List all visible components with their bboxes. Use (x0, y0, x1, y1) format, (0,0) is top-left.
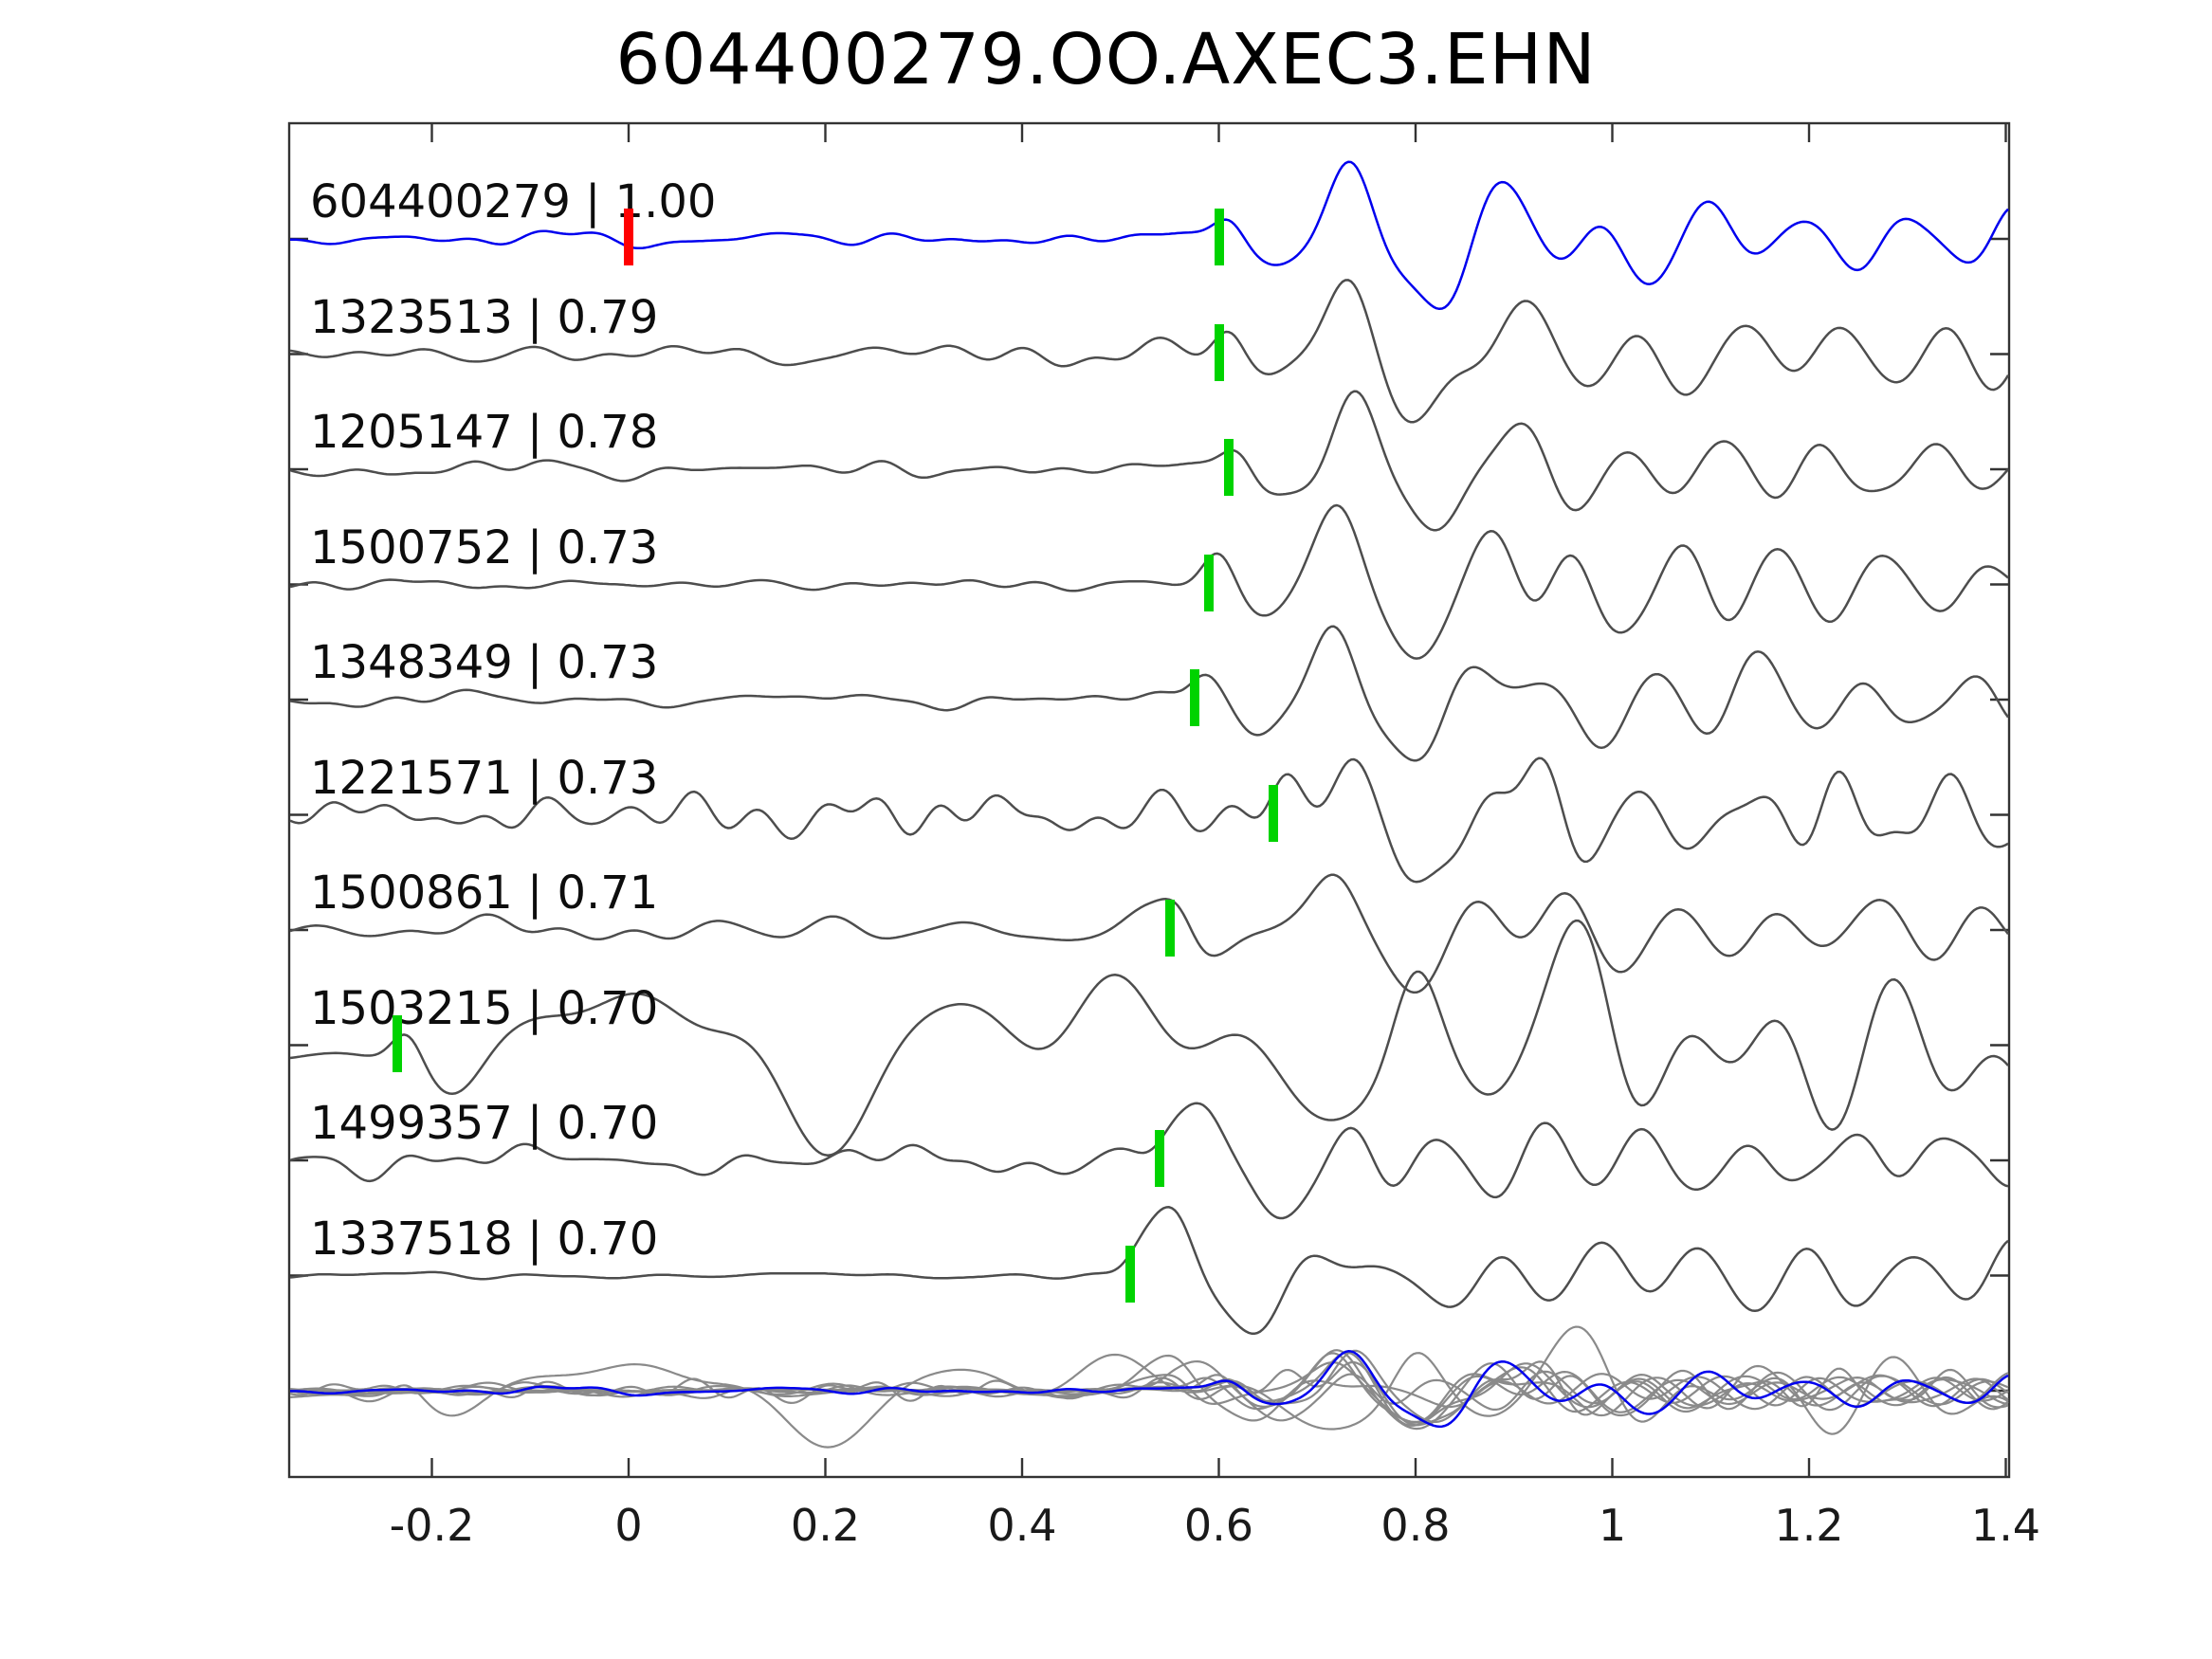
x-tick-label-0.4: 0.4 (987, 1500, 1057, 1551)
pick-marker-1500752 (1204, 554, 1215, 611)
trace-label-1503215: 1503215 | 0.70 (310, 981, 659, 1035)
stack-waveform-template (290, 1350, 2009, 1429)
x-tick-label-1: 1 (1598, 1500, 1627, 1551)
trace-label-1348349: 1348349 | 0.73 (310, 636, 659, 689)
pick-marker-1499357 (1155, 1130, 1165, 1187)
x-tick-label-1.2: 1.2 (1774, 1500, 1844, 1551)
waveform-1499357 (289, 1102, 2009, 1220)
trace-label-604400279: 604400279 | 1.00 (310, 175, 717, 228)
x-tick-label-1.4: 1.4 (1970, 1500, 2041, 1551)
pick-marker-1337518 (1125, 1245, 1136, 1303)
x-tick-label--0.2: -0.2 (389, 1500, 475, 1551)
template-origin-marker (624, 209, 633, 265)
trace-label-1205147: 1205147 | 0.78 (310, 406, 659, 459)
stack-waveform-1500861 (289, 1361, 2009, 1424)
trace-label-1500752: 1500752 | 0.73 (310, 520, 659, 574)
waveform-1500861 (289, 873, 2009, 994)
pick-marker-604400279 (1214, 209, 1224, 265)
waveform-1348349 (289, 625, 2010, 762)
trace-label-1221571: 1221571 | 0.73 (310, 751, 659, 805)
trace-label-1323513: 1323513 | 0.79 (310, 290, 659, 344)
waveform-604400279 (290, 160, 2009, 311)
stack-waveform-1503215 (289, 1325, 2009, 1449)
stack-waveform-1337518 (289, 1354, 2009, 1422)
waveform-1205147 (289, 390, 2009, 532)
waveform-1503215 (289, 919, 2009, 1157)
pick-marker-1500861 (1164, 900, 1175, 957)
chart-title: 604400279.OO.AXEC3.EHN (615, 19, 1597, 100)
plot-frame (287, 121, 2011, 1479)
pick-marker-1503215 (393, 1014, 403, 1072)
pick-marker-1205147 (1223, 439, 1234, 496)
waveform-1500752 (289, 503, 2009, 660)
waveform-1337518 (289, 1206, 2009, 1336)
pick-marker-1348349 (1189, 669, 1199, 726)
x-tick-label-0.2: 0.2 (790, 1500, 861, 1551)
pick-marker-1221571 (1268, 784, 1278, 842)
trace-label-1499357: 1499357 | 0.70 (310, 1097, 659, 1150)
x-tick-label-0: 0 (614, 1500, 643, 1551)
pick-marker-1323513 (1214, 323, 1224, 381)
x-tick-label-0.6: 0.6 (1183, 1500, 1254, 1551)
x-tick-label-0.8: 0.8 (1380, 1500, 1451, 1551)
waveform-1221571 (289, 757, 2009, 884)
trace-label-1500861: 1500861 | 0.71 (310, 866, 659, 920)
trace-label-1337518: 1337518 | 0.70 (310, 1212, 659, 1266)
waveform-1323513 (289, 279, 2010, 424)
